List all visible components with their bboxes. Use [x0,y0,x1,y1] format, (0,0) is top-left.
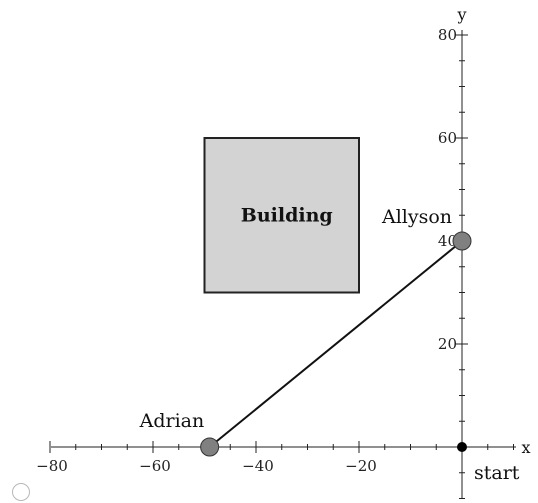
radio-button-icon[interactable] [12,483,30,501]
adrian-point [200,437,220,457]
start-label: start [474,462,520,484]
y-axis-label: y [456,5,466,24]
x-tick-label: −60 [139,457,171,475]
y-tick-label: 60 [438,129,457,147]
building-label: Building [241,204,333,226]
adrian-allyson-segment [209,240,463,448]
x-tick-label: −20 [345,457,377,475]
x-tick-label: −80 [36,457,68,475]
y-tick-label: 20 [438,335,457,353]
y-tick-label: 80 [438,26,457,44]
start-point [457,442,467,452]
building-rect [203,137,360,294]
y-tick-label: 40 [438,232,457,250]
x-tick-label: −40 [242,457,274,475]
x-axis-label: x [521,438,530,457]
allyson-label: Allyson [381,206,452,228]
adrian-label: Adrian [139,410,205,432]
allyson-point [452,231,472,251]
